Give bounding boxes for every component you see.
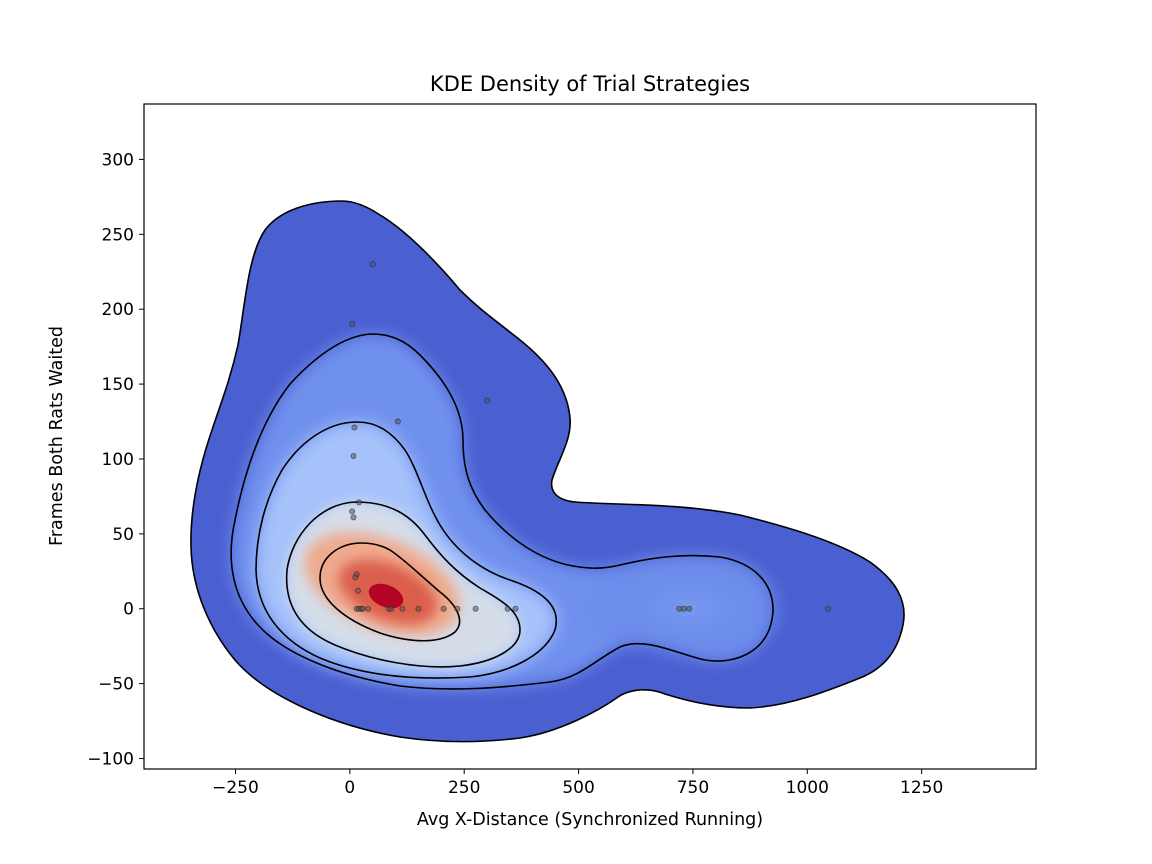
y-tick-label: −50 [98, 675, 134, 695]
data-point [355, 587, 362, 594]
data-point [349, 321, 356, 328]
contour-lines [190, 200, 905, 743]
data-point [454, 605, 461, 612]
x-axis-ticks: −250 0 250 500 750 1000 1250 [212, 769, 943, 798]
data-point [504, 605, 511, 612]
x-tick-label: 1250 [900, 778, 943, 798]
data-point [415, 605, 422, 612]
x-tick-label: 0 [344, 778, 355, 798]
data-point [686, 605, 693, 612]
data-point [484, 397, 491, 404]
y-tick-label: 50 [112, 525, 134, 545]
data-point [440, 605, 447, 612]
x-tick-label: 750 [677, 778, 709, 798]
contour-line-4 [285, 501, 521, 668]
axes-frame [143, 103, 1037, 770]
plot-area [190, 200, 905, 743]
data-point [472, 605, 479, 612]
contour-line-1 [190, 200, 905, 743]
data-point [388, 605, 395, 612]
data-point [369, 261, 376, 268]
data-point [394, 418, 401, 425]
data-point [365, 605, 372, 612]
x-tick-label: −250 [212, 778, 259, 798]
data-point [512, 605, 519, 612]
data-point [350, 452, 357, 459]
x-tick-label: 500 [562, 778, 594, 798]
y-axis-label: Frames Both Rats Waited [47, 326, 67, 546]
x-axis-label: Avg X-Distance (Synchronized Running) [417, 810, 763, 830]
data-point [352, 574, 359, 581]
data-point [350, 514, 357, 521]
contour-line-3 [255, 421, 558, 679]
data-point [355, 499, 362, 506]
data-points [349, 261, 831, 612]
density-band-peak [368, 583, 404, 609]
y-tick-label: 250 [102, 225, 134, 245]
contour-line-5 [319, 542, 461, 642]
data-point [824, 605, 831, 612]
y-tick-label: 200 [102, 300, 134, 320]
y-tick-label: 300 [102, 150, 134, 170]
y-tick-label: 0 [123, 600, 134, 620]
chart-title: KDE Density of Trial Strategies [430, 72, 750, 96]
y-tick-label: 100 [102, 450, 134, 470]
y-tick-label: −100 [87, 750, 134, 770]
x-tick-label: 1000 [786, 778, 829, 798]
data-point [351, 424, 358, 431]
contour-line-2 [230, 333, 774, 690]
x-tick-label: 250 [448, 778, 480, 798]
data-point [399, 605, 406, 612]
data-point [359, 605, 366, 612]
data-point [349, 508, 356, 515]
y-axis-ticks: −100 −50 0 50 100 150 200 250 300 [87, 150, 144, 770]
y-tick-label: 150 [102, 375, 134, 395]
data-point [680, 605, 687, 612]
